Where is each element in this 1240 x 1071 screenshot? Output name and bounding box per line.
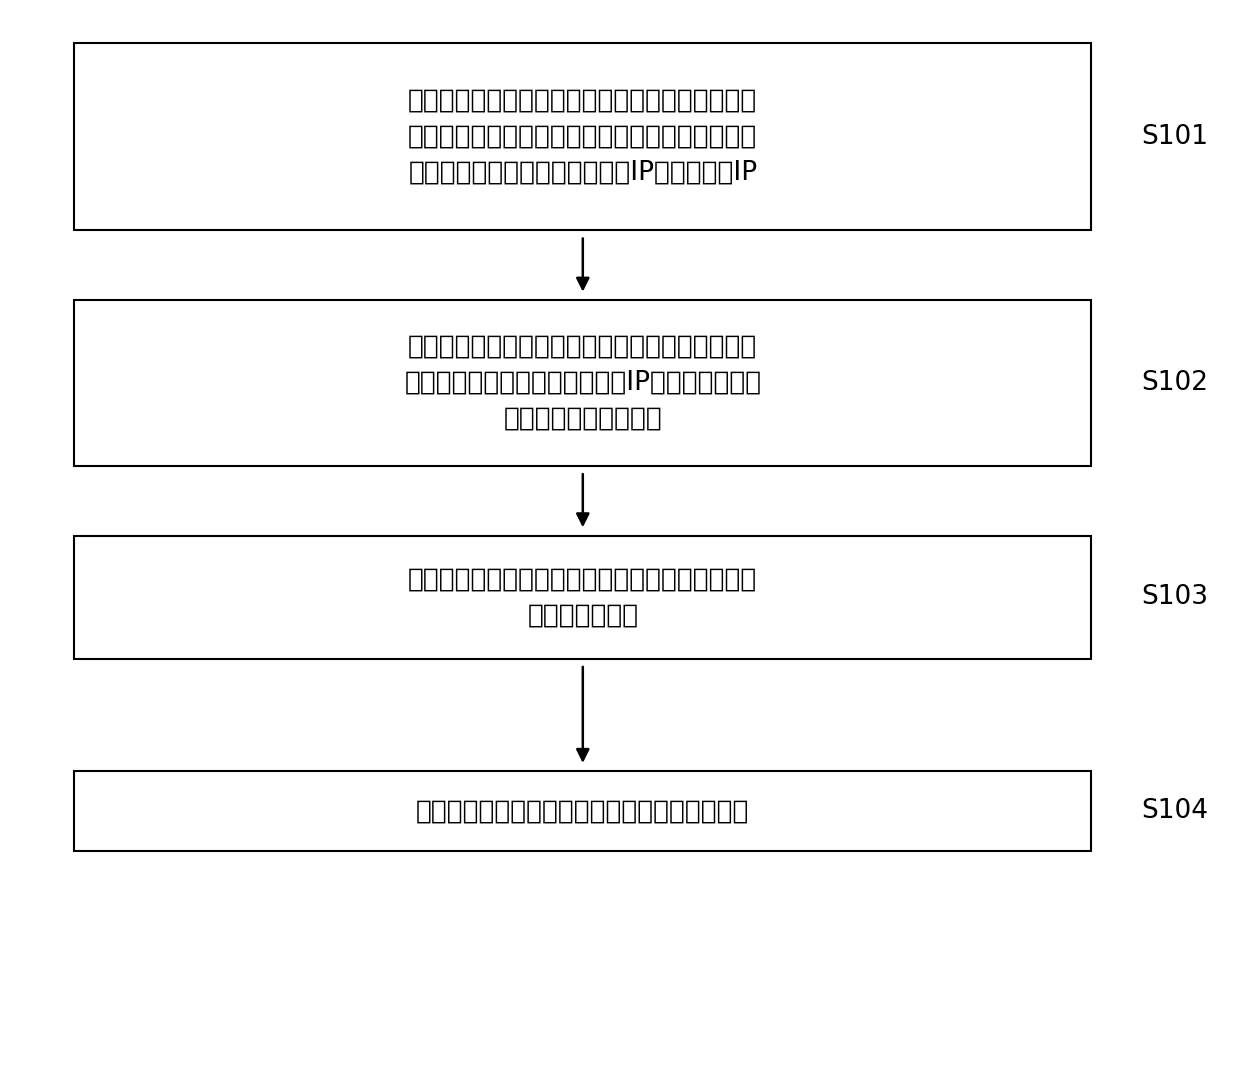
FancyBboxPatch shape: [74, 43, 1091, 230]
FancyBboxPatch shape: [74, 300, 1091, 466]
Text: S101: S101: [1141, 123, 1208, 150]
Text: S104: S104: [1141, 798, 1208, 825]
Text: 获取网络运行中产生的各类告警信息，告警信息至
少包括：未知设备告警信息、外设告警信息，各告
警信息中包括告警时间、源资产IP和目的资产IP: 获取网络运行中产生的各类告警信息，告警信息至 少包括：未知设备告警信息、外设告警…: [408, 88, 758, 185]
FancyBboxPatch shape: [74, 536, 1091, 659]
Text: S103: S103: [1141, 584, 1208, 610]
Text: 将各告警信息按时间进行排序，以未知设备告警信
息、外设告警信息中的目的资产IP作为攻击路径起
点，构建多条攻击路径: 将各告警信息按时间进行排序，以未知设备告警信 息、外设告警信息中的目的资产IP作…: [404, 334, 761, 432]
Text: 根据各攻击路径及预设概率计算规则，计算各攻击
路径的攻击概率: 根据各攻击路径及预设概率计算规则，计算各攻击 路径的攻击概率: [408, 567, 758, 628]
Text: S102: S102: [1141, 369, 1208, 396]
Text: 将攻击概率最大的攻击路径确定为最优攻击路径: 将攻击概率最大的攻击路径确定为最优攻击路径: [417, 798, 749, 825]
FancyBboxPatch shape: [74, 771, 1091, 851]
